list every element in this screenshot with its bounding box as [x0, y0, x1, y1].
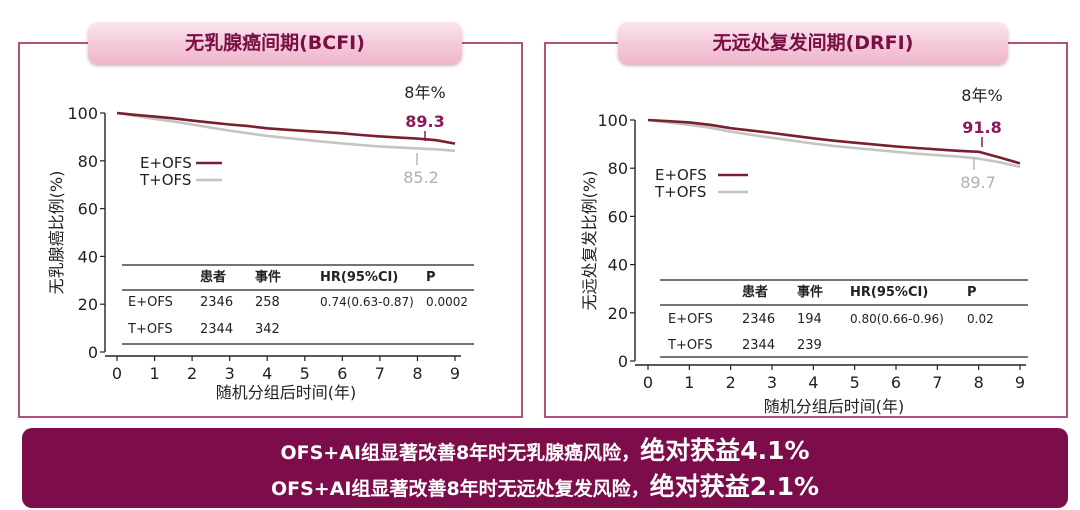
- table-header-cell: 事件: [797, 284, 823, 300]
- x-tick-label: 4: [808, 373, 818, 392]
- table-cell-events: 342: [255, 322, 280, 337]
- annotation-e-value: 91.8: [962, 118, 1001, 137]
- y-tick-label: 20: [78, 295, 98, 314]
- table-background: [660, 280, 1028, 357]
- table-header-cell: 事件: [255, 269, 281, 285]
- table-header-cell: HR(95%CI): [320, 270, 398, 285]
- x-tick-label: 8: [974, 373, 984, 392]
- x-tick-label: 1: [149, 364, 159, 383]
- table-cell-patients: 2344: [200, 322, 233, 337]
- annotation-label: 8年%: [961, 86, 1002, 105]
- table-cell-patients: 2346: [742, 312, 775, 327]
- table-header-cell: 患者: [742, 284, 768, 300]
- x-axis-label: 随机分组后时间(年): [216, 383, 357, 402]
- bcfi-title: 无乳腺癌间期(BCFI): [88, 22, 462, 64]
- table-cell-hr: 0.80(0.66-0.96): [850, 312, 944, 326]
- x-tick-label: 2: [726, 373, 736, 392]
- y-tick-label: 60: [78, 200, 98, 219]
- y-axis-label: 无远处复发比例(%): [580, 171, 599, 311]
- series-line-t-ofs: [116, 111, 456, 153]
- y-tick-label: 0: [618, 352, 628, 371]
- x-tick-label: 5: [850, 373, 860, 392]
- summary-line-2: OFS+AI组显著改善8年时无远处复发风险，绝对获益2.1%: [22, 470, 1068, 506]
- y-tick-label: 100: [67, 104, 98, 123]
- drfi-title: 无远处复发间期(DRFI): [618, 22, 1008, 64]
- table-row-name: T+OFS: [127, 322, 173, 337]
- x-tick-label: 1: [684, 373, 694, 392]
- x-tick-label: 7: [375, 364, 385, 383]
- table-background: [122, 265, 474, 344]
- y-axis-label: 无乳腺癌比例(%): [47, 171, 66, 295]
- legend-label: E+OFS: [655, 166, 707, 184]
- x-tick-label: 7: [932, 373, 942, 392]
- table-cell-p: 0.0002: [426, 295, 468, 309]
- table-header-cell: HR(95%CI): [850, 285, 928, 300]
- series-line-e-ofs: [647, 118, 1021, 165]
- x-tick-label: 9: [1015, 373, 1025, 392]
- x-tick-label: 0: [643, 373, 653, 392]
- y-tick-label: 100: [597, 111, 628, 130]
- table-cell-patients: 2344: [742, 338, 775, 353]
- summary-line-1-highlight: 绝对获益4.1%: [640, 436, 810, 465]
- table-cell-hr: 0.74(0.63-0.87): [320, 295, 414, 309]
- x-tick-label: 5: [300, 364, 310, 383]
- x-tick-label: 2: [187, 364, 197, 383]
- series-line-t-ofs: [647, 118, 1021, 169]
- y-tick-label: 40: [608, 256, 628, 275]
- x-tick-label: 3: [225, 364, 235, 383]
- summary-line-2-text: OFS+AI组显著改善8年时无远处复发风险，: [270, 478, 650, 500]
- table-cell-events: 239: [797, 338, 822, 353]
- y-tick-label: 40: [78, 247, 98, 266]
- table-cell-patients: 2346: [200, 295, 233, 310]
- table-header-cell: P: [426, 270, 436, 285]
- table-cell-events: 258: [255, 295, 280, 310]
- table-row-name: T+OFS: [667, 338, 713, 353]
- x-axis-label: 随机分组后时间(年): [764, 397, 905, 416]
- y-tick-label: 80: [608, 159, 628, 178]
- x-tick-label: 3: [767, 373, 777, 392]
- annotation-label: 8年%: [404, 83, 445, 102]
- x-tick-label: 9: [450, 364, 460, 383]
- x-tick-label: 8: [412, 364, 422, 383]
- summary-line-1: OFS+AI组显著改善8年时无乳腺癌风险，绝对获益4.1%: [22, 434, 1068, 470]
- summary-line-2-highlight: 绝对获益2.1%: [649, 472, 820, 501]
- table-cell-events: 194: [797, 312, 822, 327]
- x-tick-label: 4: [262, 364, 272, 383]
- annotation-t-value: 89.7: [960, 173, 996, 192]
- summary-line-1-text: OFS+AI组显著改善8年时无乳腺癌风险，: [280, 442, 641, 464]
- legend-label: T+OFS: [654, 183, 706, 201]
- x-tick-label: 6: [891, 373, 901, 392]
- legend-label: E+OFS: [140, 154, 192, 172]
- y-tick-label: 80: [78, 152, 98, 171]
- table-header-cell: 患者: [200, 269, 226, 285]
- table-header-cell: P: [967, 285, 977, 300]
- summary-banner: OFS+AI组显著改善8年时无乳腺癌风险，绝对获益4.1% OFS+AI组显著改…: [22, 428, 1068, 508]
- y-tick-label: 0: [88, 343, 98, 362]
- annotation-e-value: 89.3: [405, 112, 444, 131]
- y-tick-label: 60: [608, 207, 628, 226]
- table-row-name: E+OFS: [668, 312, 713, 327]
- x-tick-label: 0: [112, 364, 122, 383]
- annotation-t-value: 85.2: [403, 168, 439, 187]
- y-tick-label: 20: [608, 304, 628, 323]
- legend-label: T+OFS: [139, 171, 191, 189]
- table-cell-p: 0.02: [967, 312, 994, 326]
- series-line-e-ofs: [116, 111, 456, 145]
- x-tick-label: 6: [337, 364, 347, 383]
- table-row-name: E+OFS: [128, 295, 173, 310]
